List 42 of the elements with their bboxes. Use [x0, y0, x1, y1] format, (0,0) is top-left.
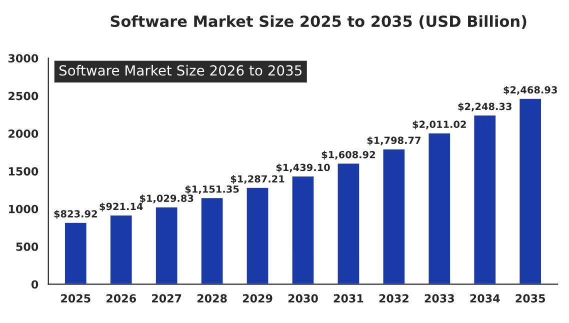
y-tick-label: 2000 — [8, 129, 38, 138]
x-tick-label: 2027 — [152, 294, 182, 303]
y-tick-label: 1500 — [8, 167, 38, 176]
x-tick-label: 2029 — [242, 294, 272, 303]
x-tick-label: 2030 — [288, 294, 318, 303]
x-tick-label: 2034 — [470, 294, 500, 303]
x-tick-label: 2033 — [424, 294, 454, 303]
bar — [382, 148, 406, 284]
chart-title: Software Market Size 2025 to 2035 (USD Billion) — [110, 15, 526, 29]
x-tick-label: 2035 — [516, 294, 546, 303]
bar — [518, 97, 542, 284]
y-tick-label: 0 — [31, 280, 38, 289]
data-label: $2,468.93 — [504, 86, 557, 95]
data-label: $1,151.35 — [185, 185, 239, 194]
bar — [109, 214, 134, 284]
bar — [245, 186, 270, 284]
data-label: $2,248.33 — [458, 102, 512, 112]
data-label: $2,011.02 — [412, 120, 466, 130]
bar — [472, 114, 497, 284]
annotation: Software Market Size 2026 to 2035 — [59, 64, 302, 76]
x-tick-label: 2026 — [106, 294, 136, 303]
data-label: $1,798.77 — [367, 136, 421, 146]
y-tick-label: 2500 — [8, 92, 38, 100]
bar — [154, 206, 179, 284]
x-tick-label: 2025 — [61, 294, 90, 303]
x-tick-label: 2031 — [334, 294, 364, 303]
y-tick-label: 1000 — [8, 204, 38, 214]
bar — [200, 196, 224, 284]
bar — [427, 132, 452, 284]
x-tick-label: 2032 — [379, 294, 408, 303]
data-label: $823.92 — [54, 210, 97, 219]
data-label: $1,439.10 — [276, 164, 330, 172]
data-label: $1,029.83 — [140, 194, 194, 204]
data-label: $1,608.92 — [322, 150, 375, 160]
y-tick-label: 500 — [16, 242, 38, 251]
bar — [64, 221, 88, 284]
data-label: $921.14 — [100, 202, 143, 212]
x-tick-label: 2028 — [197, 294, 227, 303]
bar — [290, 175, 316, 284]
data-label: $1,287.21 — [230, 175, 284, 184]
bar — [336, 162, 361, 284]
y-tick-label: 3000 — [8, 54, 38, 63]
